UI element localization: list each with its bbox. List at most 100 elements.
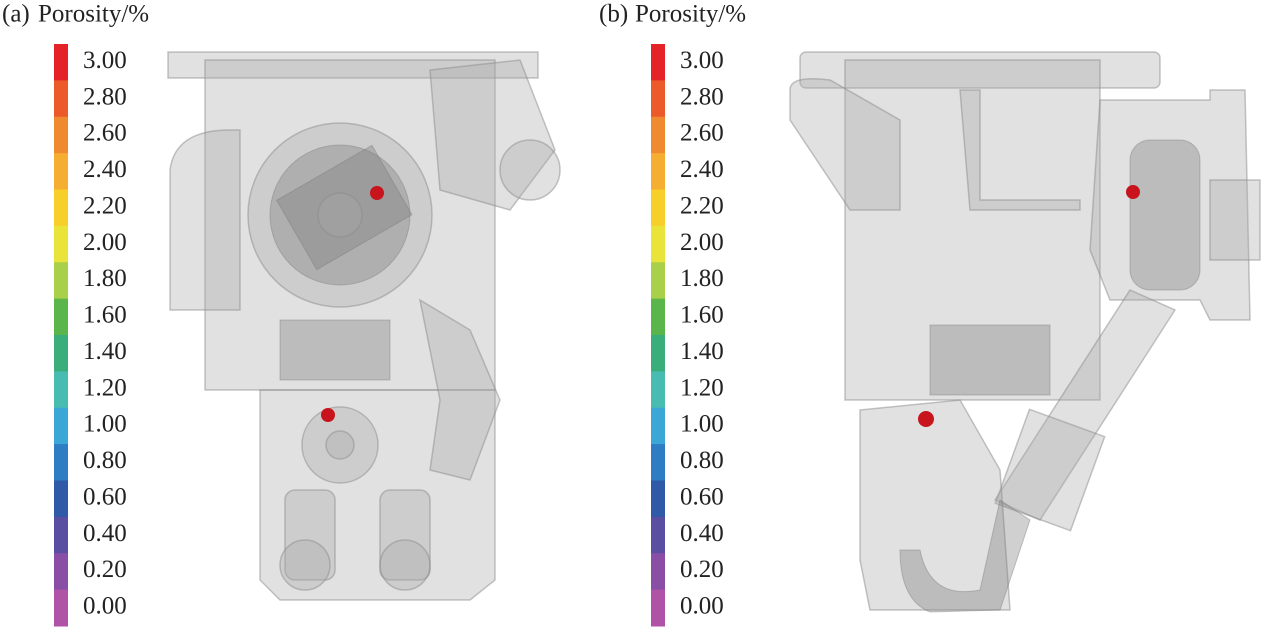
colorbar-tick-label: 0.80 (680, 447, 724, 474)
colorbar-segment (54, 335, 68, 372)
colorbar-tick-label: 1.80 (680, 265, 724, 292)
port-hole (325, 430, 355, 460)
leg-b (379, 489, 431, 581)
colorbar-segment (54, 80, 68, 118)
colorbar-segment (54, 371, 68, 409)
colorbar-segment (54, 262, 68, 300)
colorbar-tick-label: 2.40 (680, 156, 724, 183)
colorbar-tick-label: 2.20 (680, 192, 724, 219)
colorbar-tick-label: 2.00 (83, 229, 127, 256)
lower-body (859, 399, 1011, 611)
pore (321, 408, 335, 422)
right-stub (1209, 179, 1261, 261)
body (204, 59, 496, 391)
colorbar-segment (54, 225, 68, 263)
panel-label: (b) (599, 1, 628, 28)
colorbar-tick-label: 0.40 (83, 520, 127, 547)
colorbar-segment (651, 298, 665, 336)
colorbar-tick-label: 0.00 (83, 593, 127, 620)
colorbar-segment (651, 189, 665, 227)
pore (918, 411, 934, 427)
pore (370, 186, 384, 200)
colorbar-tick-label: 0.40 (680, 520, 724, 547)
boss (276, 144, 413, 271)
colorbar-tick-label: 0.60 (680, 483, 724, 510)
bend (899, 499, 1031, 613)
colorbar-segment (651, 335, 665, 372)
colorbar-tick-label: 0.20 (680, 556, 724, 583)
colorbar-tick-label: 0.20 (83, 556, 127, 583)
leg-b-end (379, 539, 431, 591)
bore-inner (269, 144, 411, 286)
colorbar-tick-label: 2.80 (680, 83, 724, 110)
colorbar-tick-label: 1.60 (680, 302, 724, 329)
web (929, 324, 1051, 396)
colorbar-segment (651, 407, 665, 445)
elbow-end (499, 139, 561, 201)
colorbar-segment (54, 116, 68, 154)
inner-pipe (959, 89, 1081, 211)
colorbar-tick-label: 2.60 (680, 120, 724, 147)
colorbar-tick-label: 1.40 (680, 338, 724, 365)
colorbar-tick-label: 0.00 (680, 593, 724, 620)
colorbar-segment (54, 153, 68, 190)
colorbar-tick-label: 1.20 (680, 374, 724, 401)
colorbar-tick-label: 2.00 (680, 229, 724, 256)
hole (317, 192, 363, 238)
leg-a (284, 489, 336, 581)
colorbar-tick-label: 2.60 (83, 120, 127, 147)
panel-label: (a) (2, 1, 30, 28)
colorbar-tick-label: 3.00 (83, 47, 127, 74)
colorbar-segment (651, 480, 665, 518)
channel (418, 298, 501, 481)
colorbar-tick-label: 2.40 (83, 156, 127, 183)
colorbar-segment (651, 444, 665, 481)
flange (799, 51, 1161, 89)
casting-b (789, 51, 1261, 613)
colorbar-segment (651, 553, 665, 591)
right-housing (1089, 89, 1251, 321)
colorbar-segment (54, 480, 68, 518)
body (844, 59, 1101, 401)
colorbar-tick-label: 2.20 (83, 192, 127, 219)
colorbar-segment (651, 153, 665, 190)
side-boss (789, 78, 901, 211)
colorbar-tick-label: 3.00 (680, 47, 724, 74)
elbow (429, 59, 556, 211)
casting-a (167, 51, 561, 601)
side-pipe (169, 129, 241, 311)
colorbar-segment (54, 444, 68, 481)
leg-a-end (279, 539, 331, 591)
colorbar-segment (651, 589, 665, 627)
colorbar-title: Porosity/% (635, 1, 746, 28)
colorbar-segment (651, 262, 665, 300)
colorbar-tick-label: 1.00 (83, 411, 127, 438)
colorbar-segment (651, 225, 665, 263)
pore (1126, 185, 1140, 199)
colorbar-segment (651, 44, 665, 81)
colorbar-segment (54, 189, 68, 227)
colorbar-segment (54, 298, 68, 336)
port (301, 406, 379, 484)
colorbar-title: Porosity/% (38, 1, 149, 28)
colorbar-tick-label: 0.60 (83, 483, 127, 510)
colorbar-segment (651, 371, 665, 409)
colorbar-segment (651, 516, 665, 554)
colorbar-tick-label: 1.20 (83, 374, 127, 401)
right-bore (1129, 139, 1201, 291)
colorbar-tick-label: 1.40 (83, 338, 127, 365)
colorbar-segment (54, 44, 68, 81)
colorbar-tick-label: 2.80 (83, 83, 127, 110)
colorbar-tick-label: 1.00 (680, 411, 724, 438)
web (279, 319, 391, 381)
colorbar-segment (651, 116, 665, 154)
colorbar-tick-label: 1.60 (83, 302, 127, 329)
colorbar-segment (54, 407, 68, 445)
colorbar-tick-label: 0.80 (83, 447, 127, 474)
bore (247, 122, 433, 308)
collar (994, 408, 1106, 532)
colorbar-segment (651, 80, 665, 118)
colorbar-segment (54, 516, 68, 554)
colorbar-segment (54, 589, 68, 627)
